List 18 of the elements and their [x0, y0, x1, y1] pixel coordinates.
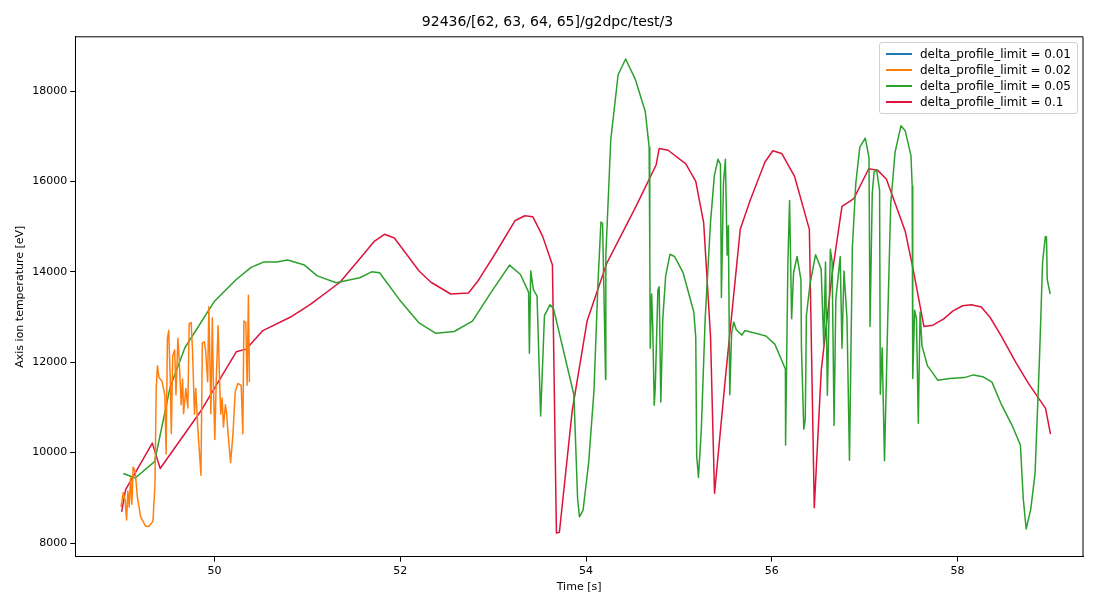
- y-tick-label: 10000: [32, 445, 68, 459]
- y-tick-label: 16000: [32, 174, 68, 188]
- legend-label: delta_profile_limit = 0.02: [919, 61, 1071, 78]
- legend-label: delta_profile_limit = 0.01: [919, 45, 1071, 62]
- legend-label: delta_profile_limit = 0.05: [919, 77, 1071, 94]
- chart-title: 92436/[62, 63, 64, 65]/g2dpc/test/3: [421, 13, 674, 30]
- x-tick-label: 54: [579, 564, 594, 578]
- x-tick-label: 52: [393, 564, 408, 578]
- legend-label: delta_profile_limit = 0.1: [919, 93, 1064, 110]
- y-axis-title: Axis ion temperature [eV]: [13, 225, 27, 368]
- y-tick-label: 12000: [32, 355, 68, 369]
- y-tick-label: 14000: [32, 264, 68, 278]
- x-tick-label: 56: [764, 564, 779, 578]
- x-tick-label: 50: [207, 564, 222, 578]
- y-tick-label: 18000: [32, 83, 68, 97]
- x-axis-title: Time [s]: [555, 580, 602, 594]
- x-tick-label: 58: [950, 564, 965, 578]
- y-tick-label: 8000: [39, 535, 68, 549]
